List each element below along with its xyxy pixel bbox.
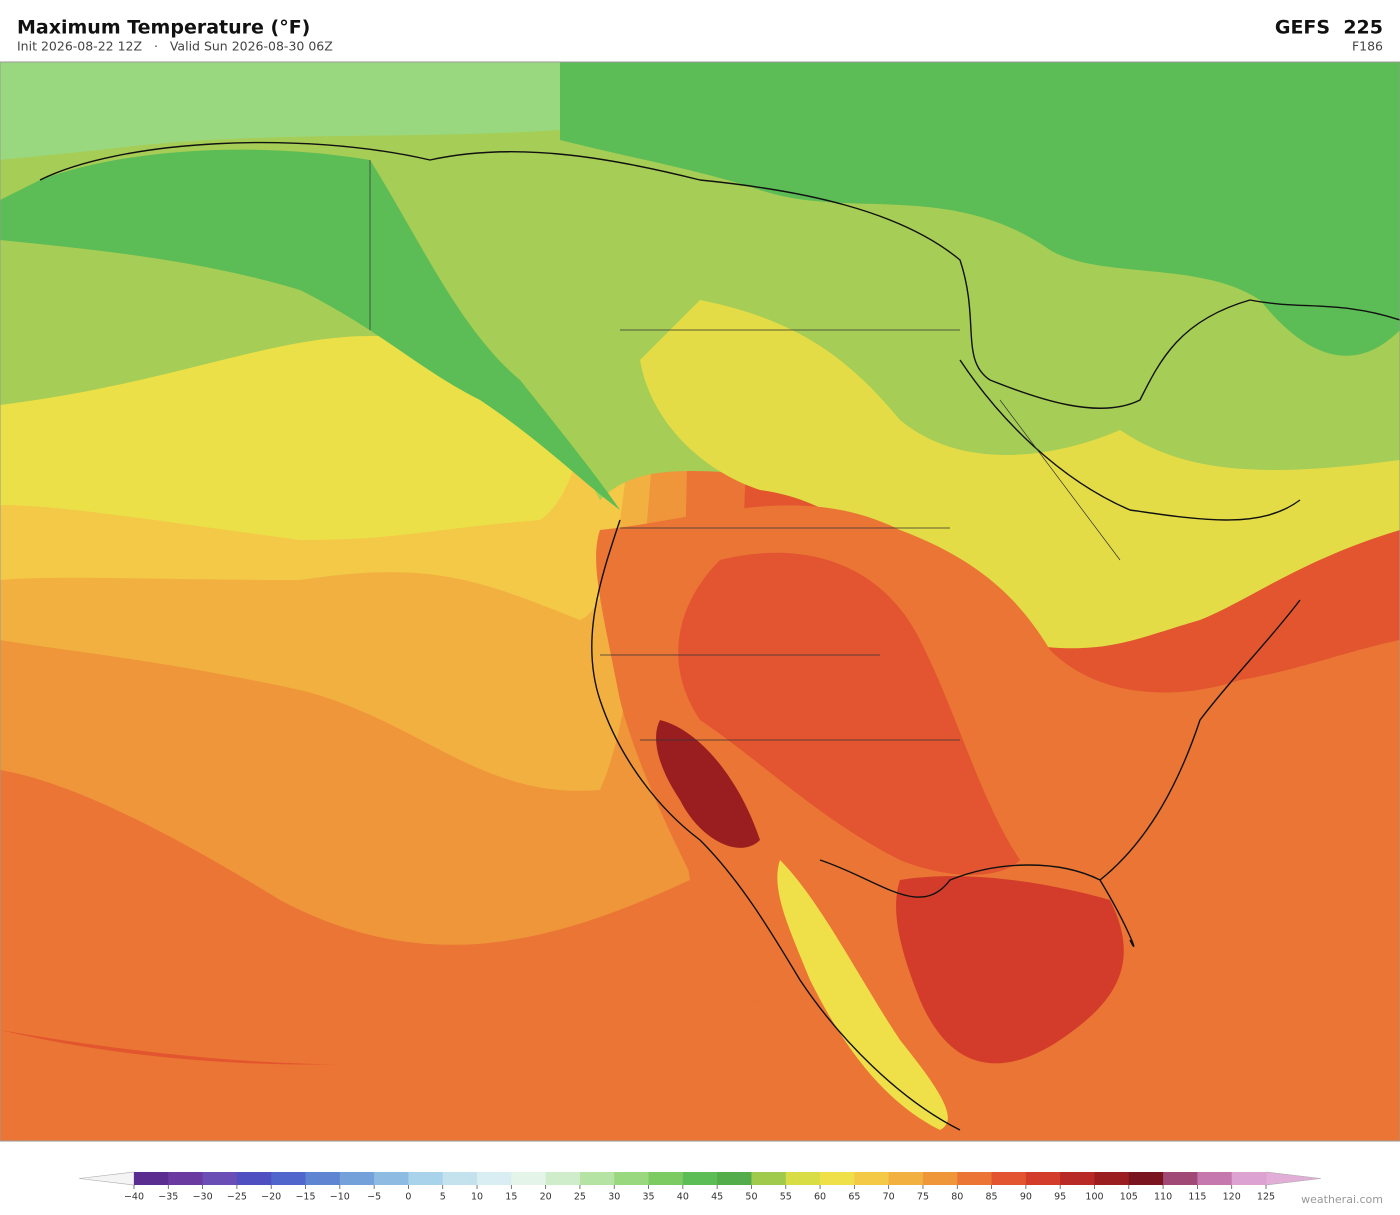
map-field [777,860,948,1130]
map-field [656,720,760,848]
colorbar-bin [168,1172,204,1185]
colorbar-bin [339,1172,375,1185]
colorbar-bin [236,1172,272,1185]
colorbar-bin [134,1172,169,1185]
colorbar-tick-label: 120 [1223,1192,1241,1203]
colorbar-over [1265,1171,1321,1186]
colorbar-tick-label: −40 [124,1192,144,1203]
colorbar-bin [1025,1172,1061,1185]
watermark: weatherai.com [1301,1193,1383,1206]
colorbar-bin [442,1172,478,1185]
colorbar-tick-label: −5 [367,1192,381,1203]
colorbar-bin [408,1172,444,1185]
colorbar-tick-label: −10 [330,1192,350,1203]
map-field [678,552,1020,875]
colorbar-bin [682,1172,718,1185]
model-label: GEFS 225 [1275,17,1383,39]
colorbar-tick-label: 80 [951,1192,963,1203]
colorbar-bin [785,1172,821,1185]
colorbar-tick-label: −20 [261,1192,281,1203]
colorbar-tick-label: 35 [642,1192,654,1203]
title: Maximum Temperature (°F) [17,17,310,39]
colorbar-tick-label: −30 [193,1192,213,1203]
colorbar-bin [614,1172,650,1185]
colorbar-tick-label: 110 [1154,1192,1172,1203]
colorbar-tick-label: −35 [158,1192,178,1203]
map-field [0,62,560,160]
colorbar-tick-label: 115 [1188,1192,1206,1203]
colorbar-tick-label: 40 [677,1192,689,1203]
colorbar-tick-label: 45 [711,1192,723,1203]
colorbar-bin [1231,1172,1267,1185]
colorbar-bin [305,1172,341,1185]
colorbar-tick-label: −15 [295,1192,315,1203]
map-field [560,62,1400,356]
colorbar-bin [579,1172,615,1185]
colorbar-bin [511,1172,547,1185]
map-field [896,876,1124,1064]
colorbar-under [79,1171,135,1186]
colorbar-bin [1163,1172,1198,1185]
colorbar-bin [991,1172,1027,1185]
colorbar-tick-label: 10 [471,1192,483,1203]
colorbar-tick-label: 95 [1054,1192,1066,1203]
colorbar-tick-label: 5 [440,1192,446,1203]
colorbar-bin [202,1172,238,1185]
colorbar-tick-label: 30 [608,1192,620,1203]
colorbar-bin [477,1172,512,1185]
colorbar-tick-label: 105 [1120,1192,1138,1203]
colorbar-bin [374,1172,409,1185]
colorbar-bin [1094,1172,1130,1185]
colorbar-bin [922,1172,958,1185]
colorbar-bin [717,1172,752,1185]
map [0,61,1400,1142]
colorbar-bin [545,1172,581,1185]
subtitle: Init 2026-08-22 12Z · Valid Sun 2026-08-… [17,39,333,54]
colorbar-bin [648,1172,684,1185]
colorbar-bin [1197,1172,1233,1185]
colorbar-tick-label: 100 [1085,1192,1103,1203]
border [369,160,1121,741]
colorbar-tick-label: 25 [574,1192,586,1203]
colorbar-tick-label: 85 [986,1192,998,1203]
colorbar-bin [957,1172,993,1185]
coastline [39,141,1400,1131]
colorbar: −40 −35 −30 −25 −20 −15 −10 −5 0 5 10 15 20 25 30 35 40 4… [79,1171,1321,1203]
map-frame [0,61,1400,1142]
colorbar-tick-label: 125 [1257,1192,1275,1203]
colorbar-bin [1128,1172,1164,1185]
colorbar-tick-label: −25 [227,1192,247,1203]
colorbar-tick-label: 55 [780,1192,792,1203]
map-field [0,149,620,510]
colorbar-bin [751,1172,787,1185]
colorbar-bin [888,1172,924,1185]
colorbar-bin [820,1172,855,1185]
forecast-hour: F186 [1352,39,1383,54]
colorbar-tick-label: 15 [505,1192,517,1203]
colorbar-bin [271,1172,307,1185]
colorbar-bin [1060,1172,1095,1185]
colorbar-tick-label: 60 [814,1192,826,1203]
colorbar-tick-label: 0 [405,1192,411,1203]
colorbar-tick-label: 65 [848,1192,860,1203]
colorbar-tick-label: 20 [540,1192,552,1203]
colorbar-bin [854,1172,890,1185]
map-field [640,300,1400,649]
colorbar-tick-label: 75 [917,1192,929,1203]
colorbar-tick-label: 50 [745,1192,757,1203]
colorbar-tick-label: 90 [1020,1192,1032,1203]
colorbar-tick-label: 70 [883,1192,895,1203]
